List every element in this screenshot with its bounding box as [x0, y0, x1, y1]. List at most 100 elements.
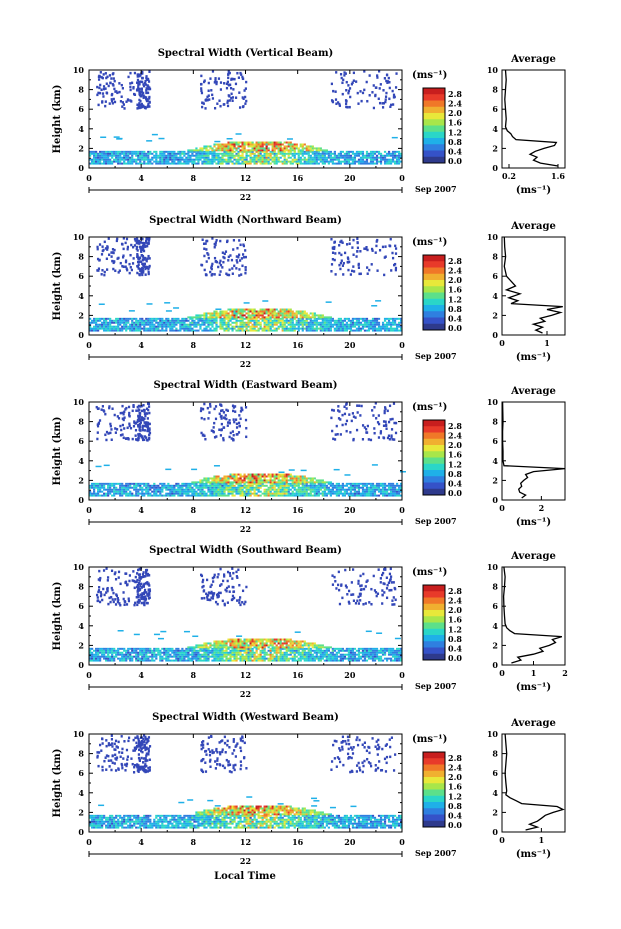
echo-cell	[301, 147, 304, 150]
echo-cell	[237, 147, 240, 150]
echo-cell	[279, 484, 282, 487]
colorbar-tick-label: 0.8	[448, 137, 462, 147]
echo-cell	[289, 477, 292, 480]
echo-cell	[275, 141, 278, 144]
echo-cell	[239, 494, 242, 497]
echo-cell	[385, 492, 389, 495]
echo-cell	[127, 492, 130, 495]
echo-cell	[315, 323, 318, 326]
echo-cell	[145, 258, 148, 262]
echo-cell	[355, 486, 359, 489]
echo-cell	[349, 486, 353, 489]
echo-cell	[104, 87, 107, 90]
echo-cell	[371, 484, 375, 487]
echo-cell	[226, 99, 229, 103]
echo-cell	[269, 310, 272, 313]
echo-cell	[167, 482, 170, 485]
echo-cell	[373, 431, 376, 435]
echo-cell	[277, 141, 280, 144]
echo-cell	[125, 156, 128, 159]
echo-cell	[203, 327, 206, 330]
echo-cell	[211, 323, 214, 326]
echo-cell	[231, 329, 234, 332]
echo-cell	[189, 482, 192, 485]
echo-cell	[125, 321, 128, 324]
colorbar-segment	[423, 317, 445, 325]
echo-cell	[239, 323, 242, 326]
echo-cell	[231, 325, 234, 328]
echo-cell	[205, 477, 208, 480]
echo-cell	[217, 143, 220, 146]
echo-cell	[303, 316, 306, 319]
echo-cell	[265, 145, 268, 148]
echo-cell	[157, 162, 160, 165]
echo-cell	[113, 494, 116, 497]
echo-cell	[331, 488, 334, 491]
echo-cell	[385, 427, 388, 430]
echo-cell	[173, 317, 176, 320]
echo-cell	[371, 325, 375, 328]
echo-cell	[339, 240, 342, 244]
echo-cell	[107, 156, 110, 159]
echo-cell	[257, 473, 260, 476]
echo-cell	[309, 323, 312, 326]
echo-cell	[245, 426, 248, 430]
echo-cell	[95, 162, 98, 165]
echo-cell	[205, 484, 208, 487]
echo-cell	[299, 319, 302, 322]
echo-cell	[93, 659, 96, 662]
echo-cell	[283, 145, 286, 148]
echo-cell	[231, 308, 234, 311]
echo-cell	[114, 90, 117, 93]
echo-cell	[143, 325, 146, 328]
echo-cell	[119, 488, 122, 491]
echo-cell	[97, 651, 100, 654]
echo-cell	[347, 319, 351, 322]
echo-cell	[211, 481, 214, 484]
echo-cell	[238, 274, 241, 277]
echo-cell	[375, 417, 378, 420]
echo-cell	[131, 325, 134, 328]
echo-cell	[333, 245, 336, 249]
echo-cell	[227, 484, 230, 487]
echo-cell	[203, 160, 206, 163]
echo-cell	[139, 484, 142, 487]
echo-cell	[385, 484, 389, 487]
echo-cell	[383, 409, 386, 413]
echo-cell	[93, 150, 96, 153]
echo-cell	[313, 319, 316, 322]
echo-cell	[389, 490, 393, 493]
echo-cell	[297, 160, 300, 163]
echo-cell	[195, 323, 198, 326]
echo-cell	[245, 435, 248, 439]
echo-cell	[191, 490, 194, 493]
echo-cell	[177, 162, 180, 165]
echo-cell	[383, 484, 387, 487]
echo-cell	[257, 475, 260, 478]
echo-cell	[241, 141, 244, 144]
echo-cell	[376, 76, 379, 79]
echo-cell	[385, 321, 389, 324]
echo-cell	[175, 321, 178, 324]
y-tick-label: 10	[73, 232, 85, 242]
echo-cell	[225, 482, 228, 485]
echo-cell	[153, 160, 156, 163]
echo-cell	[376, 74, 379, 77]
echo-cell	[277, 488, 280, 491]
echo-cell	[329, 321, 332, 324]
echo-cell	[126, 426, 129, 430]
echo-cell	[229, 86, 233, 90]
echo-cell	[175, 317, 178, 320]
echo-cell	[317, 316, 320, 319]
echo-cell	[181, 158, 184, 161]
echo-cell	[267, 479, 270, 482]
echo-cell	[127, 325, 130, 328]
echo-cell	[123, 484, 126, 487]
echo-cell	[233, 488, 236, 491]
echo-cell	[227, 70, 230, 73]
echo-cell	[137, 414, 140, 418]
echo-cell	[255, 486, 258, 489]
echo-cell	[238, 239, 241, 242]
echo-cell	[285, 312, 288, 315]
echo-cell	[113, 325, 116, 328]
